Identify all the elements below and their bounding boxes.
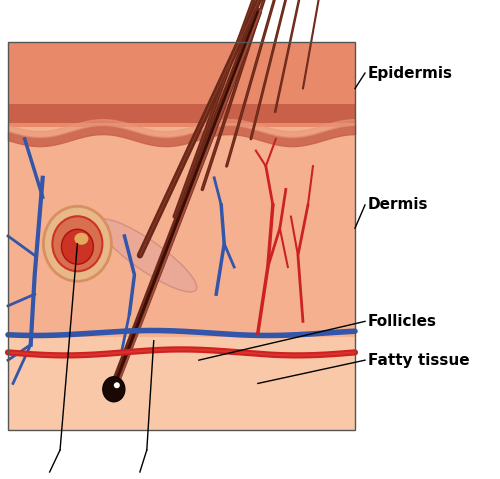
Ellipse shape (97, 219, 196, 292)
Text: Follicles: Follicles (368, 314, 437, 329)
Ellipse shape (103, 377, 125, 402)
Bar (8, 42, 355, 430)
Ellipse shape (62, 229, 94, 264)
Text: Dermis: Dermis (368, 197, 428, 213)
Bar (8, 337, 355, 430)
Bar (8, 104, 355, 124)
Bar (8, 42, 355, 430)
Ellipse shape (44, 206, 112, 281)
Text: Epidermis: Epidermis (368, 66, 453, 80)
Ellipse shape (74, 233, 88, 245)
Text: Fatty tissue: Fatty tissue (368, 353, 470, 368)
Ellipse shape (52, 216, 102, 271)
Ellipse shape (114, 382, 120, 388)
Bar (8, 42, 355, 127)
